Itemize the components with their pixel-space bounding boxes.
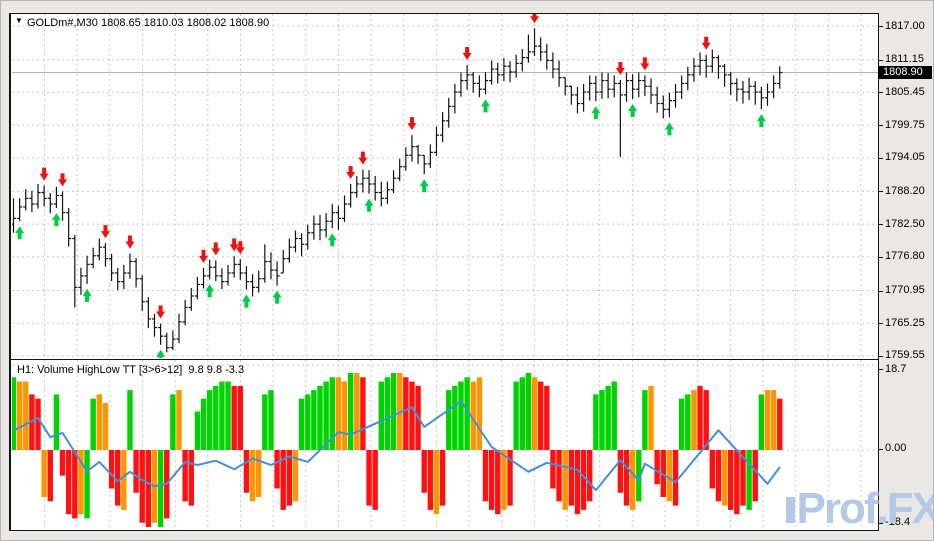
indicator-canvas[interactable] [12, 360, 878, 529]
buy-arrow-icon [156, 349, 166, 358]
price-axis-label: 1811.15 [885, 53, 924, 65]
price-axis-label: 1805.45 [885, 86, 925, 98]
indicator-scale-zero: 0.00 [885, 442, 907, 454]
chart-title: GOLDm#,M30 1808.65 1810.03 1808.02 1808.… [27, 17, 270, 29]
indicator-axis-tick [879, 449, 883, 450]
price-axis-tick [879, 191, 883, 192]
sell-arrow-icon [358, 151, 368, 165]
oscillator-line [13, 400, 781, 492]
main-chart-canvas[interactable] [12, 14, 878, 358]
sell-arrow-icon [39, 167, 49, 181]
buy-arrow-icon [82, 288, 92, 302]
indicator-title: H1: Volume HighLow TT [3>6>12] 9.8 9.8 -… [17, 364, 245, 376]
buy-arrow-icon [327, 233, 337, 247]
buy-arrow-icon [51, 213, 61, 227]
ohlc-bars [12, 28, 783, 353]
watermark-text: Prof.FX [796, 484, 934, 533]
sell-arrow-icon [100, 225, 110, 239]
buy-arrow-icon [756, 114, 766, 128]
watermark-logo-icon [785, 497, 795, 523]
price-axis-tick [879, 356, 883, 357]
sell-arrow-icon [530, 14, 540, 24]
sell-arrow-icon [229, 238, 239, 252]
buy-arrow-icon [419, 179, 429, 193]
buy-arrow-icon [166, 357, 168, 358]
main-chart-panel[interactable] [9, 13, 879, 360]
sell-arrow-icon [462, 47, 472, 61]
buy-arrow-icon [241, 294, 251, 308]
buy-arrow-icon [272, 290, 282, 304]
current-price-tag: 1808.90 [878, 66, 932, 79]
buy-arrow-icon [628, 103, 638, 117]
buy-arrow-icon [481, 99, 491, 113]
price-axis-label: 1759.55 [885, 349, 925, 361]
price-axis-tick [879, 257, 883, 258]
sell-arrow-icon [58, 173, 68, 187]
sell-arrow-icon [615, 61, 625, 75]
indicator-panel[interactable] [9, 359, 879, 531]
sell-arrow-icon [235, 241, 245, 255]
buy-arrow-icon [591, 106, 601, 120]
indicator-scale-max: 18.7 [885, 363, 907, 375]
price-axis-label: 1770.95 [885, 284, 925, 296]
price-axis-tick [879, 92, 883, 93]
price-axis-label: 1776.80 [885, 250, 925, 262]
price-axis-tick [879, 224, 883, 225]
price-axis-label: 1782.50 [885, 218, 925, 230]
indicator-axis-tick [879, 369, 883, 370]
price-axis-tick [879, 26, 883, 27]
sell-arrow-icon [125, 235, 135, 249]
buy-arrow-icon [15, 226, 25, 240]
price-axis-tick [879, 291, 883, 292]
price-axis-label: 1799.75 [885, 119, 925, 131]
price-axis-label: 1788.20 [885, 185, 925, 197]
price-axis-label: 1794.05 [885, 151, 925, 163]
indicator-scale-min: -18.4 [885, 516, 911, 528]
volume-histogram [12, 372, 783, 528]
sell-arrow-icon [407, 117, 417, 131]
brand-watermark: Prof.FX [785, 484, 934, 534]
price-axis-tick [879, 323, 883, 324]
buy-arrow-icon [364, 198, 374, 212]
sell-arrow-icon [701, 36, 711, 50]
sell-arrow-icon [346, 165, 356, 179]
price-axis-label: 1817.00 [885, 20, 925, 32]
price-axis-tick [879, 60, 883, 61]
buy-arrow-icon [205, 284, 215, 298]
price-axis-label: 1765.25 [885, 317, 925, 329]
sell-arrow-icon [156, 305, 166, 319]
sell-arrow-icon [199, 249, 209, 263]
price-axis-tick [879, 158, 883, 159]
price-axis-tick [879, 125, 883, 126]
sell-arrow-icon [211, 242, 221, 256]
sell-arrow-icon [640, 57, 650, 71]
symbol-collapse-icon[interactable]: ▼ [15, 16, 23, 25]
indicator-axis-tick [879, 523, 883, 524]
signal-arrows [15, 14, 766, 358]
buy-arrow-icon [664, 122, 674, 136]
